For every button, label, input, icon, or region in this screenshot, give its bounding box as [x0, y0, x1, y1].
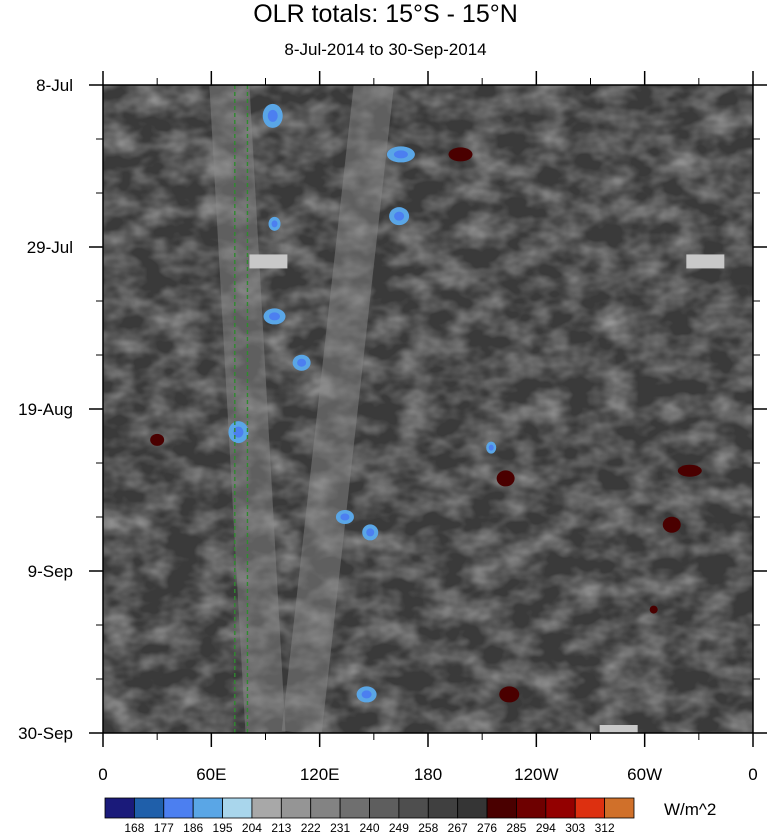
low-olr-contour-core — [366, 528, 375, 537]
colorbar-label: 186 — [183, 821, 203, 834]
low-olr-contour-core — [340, 513, 350, 521]
x-tick-label: 0 — [748, 765, 757, 784]
colorbar-swatch — [133, 797, 165, 819]
x-tick-label: 120E — [300, 765, 340, 784]
colorbar-label: 294 — [536, 821, 556, 834]
colorbar-label: 204 — [242, 821, 262, 834]
y-tick-label: 19-Aug — [18, 400, 73, 419]
colorbar: 168 177 186 195 204 213 222 231 240 249 258 267 276 2… — [104, 797, 635, 834]
colorbar-swatch — [369, 797, 400, 819]
low-olr-contour-core — [297, 358, 307, 367]
low-olr-contour-core — [267, 109, 278, 122]
chart-title: OLR totals: 15°S - 15°N — [253, 0, 518, 28]
high-olr-contour — [496, 470, 515, 487]
colorbar-label: 303 — [565, 821, 585, 834]
colorbar-label: 222 — [301, 821, 321, 834]
x-tick-label: 60E — [196, 765, 226, 784]
convective-band — [281, 85, 394, 733]
colorbar-swatch — [163, 797, 194, 819]
low-olr-contour-core — [394, 211, 405, 221]
chart-subtitle: 8-Jul-2014 to 30-Sep-2014 — [284, 40, 487, 59]
colorbar-swatch — [516, 797, 547, 819]
low-olr-contour-core — [393, 150, 408, 159]
colorbar-label: 177 — [154, 821, 174, 834]
x-tick-label: 60W — [627, 765, 662, 784]
missing-data-patch — [686, 254, 725, 269]
x-tick-label: 180 — [414, 765, 442, 784]
colorbar-label: 240 — [359, 821, 379, 834]
colorbar-swatch — [222, 797, 253, 819]
colorbar-swatch — [339, 797, 370, 819]
x-tick-label: 120W — [514, 765, 558, 784]
missing-data-patch — [599, 725, 638, 733]
colorbar-label: 312 — [595, 821, 615, 834]
colorbar-label: 231 — [330, 821, 350, 834]
y-tick-label: 9-Sep — [28, 562, 73, 581]
colorbar-swatch — [398, 797, 429, 819]
colorbar-swatch — [545, 797, 576, 819]
colorbar-label: 213 — [271, 821, 291, 834]
colorbar-swatch — [427, 797, 459, 819]
colorbar-swatch — [192, 797, 223, 819]
x-tick-label: 0 — [98, 765, 107, 784]
colorbar-swatch — [574, 797, 606, 819]
colorbar-swatch — [457, 797, 488, 819]
colorbar-units: W/m^2 — [664, 800, 717, 819]
colorbar-label: 267 — [448, 821, 468, 834]
y-tick-label: 8-Jul — [36, 76, 73, 95]
colorbar-label: 276 — [477, 821, 497, 834]
x-axis: 0 60E 120E 180 120W 60W 0 — [98, 71, 758, 784]
colorbar-label: 249 — [389, 821, 409, 834]
high-olr-contour — [662, 516, 681, 533]
colorbar-swatch — [310, 797, 341, 819]
low-olr-contour-core — [488, 444, 494, 451]
low-olr-contour-core — [233, 426, 244, 438]
colorbar-swatch — [251, 797, 282, 819]
olr-field — [103, 85, 753, 733]
colorbar-swatch — [604, 797, 635, 819]
colorbar-swatch — [104, 797, 135, 819]
colorbar-label: 195 — [213, 821, 233, 834]
high-olr-contour — [649, 605, 658, 614]
high-olr-contour — [677, 464, 702, 477]
colorbar-label: 285 — [506, 821, 526, 834]
high-olr-contour — [499, 686, 520, 703]
low-olr-contour-core — [271, 220, 278, 228]
low-olr-contour-core — [269, 312, 281, 321]
y-tick-label: 30-Sep — [18, 724, 73, 743]
reference-lines — [234, 85, 249, 733]
colorbar-label: 168 — [124, 821, 144, 834]
missing-data-patch — [249, 254, 288, 269]
high-olr-contour — [150, 433, 165, 446]
high-olr-contour — [448, 147, 473, 162]
y-axis: 8-Jul 29-Jul 19-Aug 9-Sep 30-Sep — [18, 76, 767, 743]
y-tick-label: 29-Jul — [27, 238, 73, 257]
colorbar-swatch — [280, 797, 312, 819]
low-olr-contour-core — [361, 690, 372, 699]
colorbar-swatch — [486, 797, 517, 819]
colorbar-label: 258 — [418, 821, 438, 834]
